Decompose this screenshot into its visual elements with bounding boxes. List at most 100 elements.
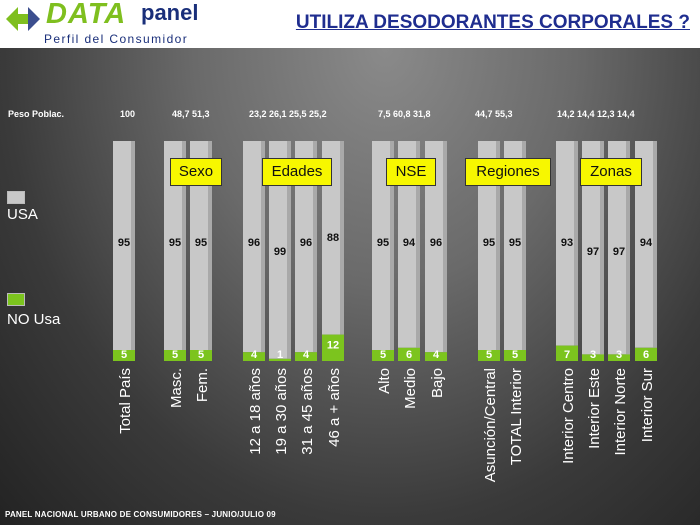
bar-no-usa [425,352,447,361]
bar-usa [243,141,265,353]
bar-usa-shade [182,141,186,350]
bar-no-usa [190,350,212,361]
bar-usa-value: 99 [274,246,286,258]
logo-data-text: DATA [46,0,127,30]
bar-usa-value: 95 [509,237,521,249]
group-label-sexo: Sexo [170,158,222,186]
bar-usa-value: 96 [248,237,260,249]
bar-usa-value: 97 [587,246,599,258]
bar-no-usa-value: 4 [433,349,440,361]
bar-usa-value: 95 [169,237,181,249]
bar-no-usa-value: 4 [303,349,310,361]
category-label: Asunción/Central [482,368,499,482]
category-label: Medio [402,368,419,409]
bar-no-usa-value: 5 [121,349,127,361]
bar-no-usa-value: 1 [277,349,283,361]
bar-no-usa-value: 3 [590,349,596,361]
peso-label: Peso Poblac. [8,109,65,119]
bar-usa-value: 95 [377,237,389,249]
peso-total: 100 [120,109,136,119]
header: DATA panel Perfil del Consumidor UTILIZA… [0,0,700,48]
category-label: Interior Sur [639,368,656,442]
bar-usa [190,141,212,350]
bar-no-usa [295,352,317,361]
bar-usa [478,141,500,350]
category-label: TOTAL Interior [508,368,525,465]
category-label: Interior Este [586,368,603,449]
bar-no-usa [322,334,344,361]
bar-usa-value: 95 [195,237,207,249]
category-label: 46 a + años [326,368,343,447]
category-label: Masc. [168,368,185,408]
bar-no-usa-value: 5 [172,349,178,361]
peso-zonas: 14,2 14,4 12,3 14,4 [557,109,635,119]
bar-usa [608,141,630,355]
bar-no-usa-value: 5 [512,349,518,361]
bar-usa [556,141,578,346]
bar-usa-value: 93 [561,237,573,249]
peso-regiones: 44,7 55,3 [475,109,513,119]
bar-usa-shade [522,141,526,350]
bar-usa-shade [416,141,420,348]
bar-usa [322,141,344,335]
category-label: Interior Norte [612,368,629,456]
bar-usa [504,141,526,350]
logo-subtitle: Perfil del Consumidor [44,32,189,46]
bar-no-usa [243,352,265,361]
bar-no-usa [608,354,630,361]
category-label: Interior Centro [560,368,577,464]
group-label-edades: Edades [262,158,332,186]
bar-no-usa [478,350,500,361]
bar-no-usa-value: 6 [406,349,412,361]
bar-no-usa-value: 7 [564,349,570,361]
group-label-nse: NSE [386,158,436,186]
legend-usa-swatch [7,191,25,204]
bar-usa-value: 94 [640,237,653,249]
bar-usa [269,141,291,359]
legend-usa-label: USA [7,206,38,223]
datapanel-logo: DATA panel Perfil del Consumidor [4,0,204,46]
bar-no-usa-value: 5 [198,349,204,361]
bar-no-usa-value: 3 [616,349,622,361]
bar-usa-shade [287,141,291,359]
footer-note: PANEL NACIONAL URBANO DE CONSUMIDORES – … [5,510,276,519]
bar-usa-shade [390,141,394,350]
peso-sexo: 48,7 51,3 [172,109,210,119]
bar-usa [398,141,420,348]
bar-no-usa [269,358,291,361]
page-title: UTILIZA DESODORANTES CORPORALES ? [295,12,690,33]
bar-usa-shade [131,141,135,350]
legend-nousa-label: NO Usa [7,311,61,328]
bar-usa [582,141,604,355]
bar-usa-value: 95 [118,237,130,249]
bar-usa-value: 97 [613,246,625,258]
category-label: Alto [376,368,393,394]
category-label: Total País [117,368,134,434]
bar-usa-shade [261,141,265,353]
category-label: 19 a 30 años [273,368,290,455]
bar-no-usa [582,354,604,361]
bar-usa-value: 88 [327,232,339,244]
bar-usa [113,141,135,350]
logo-panel-text: panel [141,0,199,25]
category-label: Fem. [194,368,211,402]
bar-no-usa [504,350,526,361]
bar-no-usa-value: 5 [486,349,492,361]
group-label-regiones: Regiones [465,158,551,186]
bar-no-usa [398,347,420,361]
bar-usa-shade [340,141,344,335]
bar-no-usa [372,350,394,361]
peso-nse: 7,5 60,8 31,8 [378,109,431,119]
bar-usa-shade [574,141,578,346]
legend-nousa-swatch [7,293,25,306]
bar-usa [425,141,447,353]
bar-no-usa [113,350,135,361]
bar-no-usa-value: 5 [380,349,386,361]
peso-edades: 23,2 26,1 25,5 25,2 [249,109,327,119]
bar-no-usa-value: 4 [251,349,258,361]
bar-no-usa-value: 6 [643,349,649,361]
bar-usa-shade [626,141,630,355]
bar-usa-value: 96 [430,237,442,249]
category-label: 12 a 18 años [247,368,264,455]
